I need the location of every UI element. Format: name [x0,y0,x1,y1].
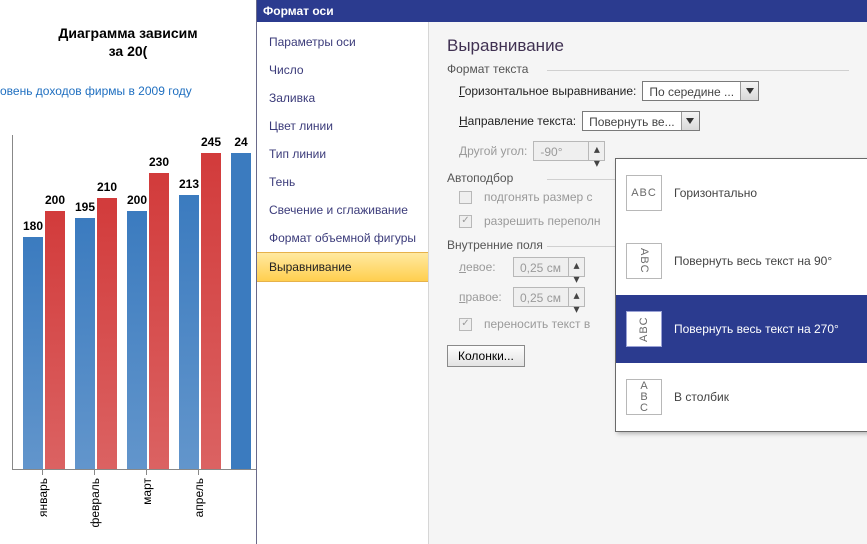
combo-direction[interactable]: Повернуть ве... [582,111,700,131]
combo-halign-value: По середине ... [643,82,740,100]
pane-heading: Выравнивание [447,36,849,56]
spinner-left-margin-value: 0,25 см [514,258,568,276]
chart-xaxis: январь февраль март апрель [12,470,256,540]
bar: 180 [23,237,43,469]
dialog-pane: Выравнивание Формат текста Горизонтально… [429,22,867,544]
columns-button[interactable]: Колонки... [447,345,525,367]
chevron-down-icon[interactable] [740,82,758,100]
dialog-nav: Параметры осиЧислоЗаливкаЦвет линииТип л… [257,22,429,544]
chart-title: Диаграмма зависим за 20( [0,0,256,60]
combo-direction-value: Повернуть ве... [583,112,681,130]
chart-title-line2: за 20( [109,43,148,59]
dropdown-item-label: Повернуть весь текст на 270° [674,322,839,336]
label-shrink: подгонять размер с [484,190,593,204]
bar-label: 213 [179,177,199,191]
bar: 195 [75,218,95,469]
label-overflow: разрешить переполн [484,214,601,228]
label-left-margin: левое: [459,260,507,274]
nav-item-7[interactable]: Формат объемной фигуры [257,224,428,252]
bar: 200 [45,211,65,469]
chart-subtitle: овень доходов фирмы в 2009 году [0,60,256,98]
spinner-left-margin: 0,25 см ▴▾ [513,257,585,277]
xaxis-label: апрель [192,478,206,517]
chevron-down-icon: ▾ [589,156,604,170]
nav-item-4[interactable]: Тип линии [257,140,428,168]
dropdown-item-label: Повернуть весь текст на 90° [674,254,832,268]
nav-item-8[interactable]: Выравнивание [257,252,428,282]
bar-label: 245 [201,135,221,149]
label-halign: Горизонтальное выравнивание: [459,84,636,98]
bar-label: 180 [23,219,43,233]
combo-halign[interactable]: По середине ... [642,81,759,101]
nav-item-6[interactable]: Свечение и сглаживание [257,196,428,224]
spinner-right-margin: 0,25 см ▴▾ [513,287,585,307]
group-text-format: Формат текста [447,62,849,76]
checkbox-shrink [459,191,472,204]
bar-label: 200 [45,193,65,207]
chevron-down-icon[interactable] [681,112,699,130]
xaxis-label: февраль [88,478,102,528]
chart-area: Диаграмма зависим за 20( овень доходов ф… [0,0,256,544]
text-direction-icon: ABC [626,379,662,415]
text-direction-icon: ABC [626,243,662,279]
label-direction: Направление текста: [459,114,576,128]
text-direction-icon: ABC [626,175,662,211]
text-direction-icon: ABC [626,311,662,347]
label-wrap: переносить текст в [484,317,590,331]
spinner-other-angle: -90° ▴▾ [533,141,605,161]
xaxis-label: январь [36,478,50,517]
nav-item-0[interactable]: Параметры оси [257,28,428,56]
bar: 24 [231,153,251,469]
nav-item-3[interactable]: Цвет линии [257,112,428,140]
bar-label: 200 [127,193,147,207]
nav-item-1[interactable]: Число [257,56,428,84]
bar-label: 195 [75,200,95,214]
spinner-other-angle-value: -90° [534,142,588,160]
dropdown-item-label: Горизонтально [674,186,757,200]
label-right-margin: правое: [459,290,507,304]
chart-plot: 18020019521020023021324524 [12,135,256,470]
chart-title-line1: Диаграмма зависим [58,25,197,41]
direction-dropdown[interactable]: ABC Горизонтально ABC Повернуть весь текст … [615,158,867,432]
bar: 245 [201,153,221,469]
nav-item-5[interactable]: Тень [257,168,428,196]
label-other-angle: Другой угол: [459,144,527,158]
chevron-up-icon: ▴ [589,142,604,156]
spinner-right-margin-value: 0,25 см [514,288,568,306]
dropdown-item-0[interactable]: ABC Горизонтально [616,159,867,227]
dropdown-item-label: В столбик [674,390,729,404]
bar: 213 [179,195,199,469]
xaxis-label: март [140,478,154,505]
dropdown-item-3[interactable]: ABC В столбик [616,363,867,431]
dropdown-item-2[interactable]: ABC Повернуть весь текст на 270° [616,295,867,363]
bar-label: 210 [97,180,117,194]
bar-label: 230 [149,155,169,169]
bar: 210 [97,198,117,469]
checkbox-wrap [459,318,472,331]
bar: 230 [149,173,169,469]
dropdown-item-1[interactable]: ABC Повернуть весь текст на 90° [616,227,867,295]
nav-item-2[interactable]: Заливка [257,84,428,112]
dialog-titlebar[interactable]: Формат оси [257,0,867,22]
bar: 200 [127,211,147,469]
checkbox-overflow [459,215,472,228]
format-axis-dialog: Формат оси Параметры осиЧислоЗаливкаЦвет… [256,0,867,544]
